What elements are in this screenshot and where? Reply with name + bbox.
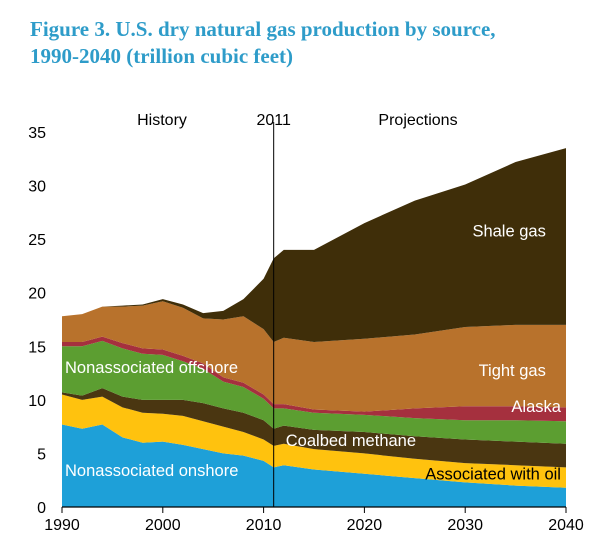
x-tick-label-2040: 2040 [548, 517, 584, 534]
area-shale-gas [62, 148, 566, 342]
chart-title-line-2: 1990-2040 (trillion cubic feet) [30, 44, 294, 68]
series-label-nonassociated-offshore: Nonassociated offshore [65, 359, 238, 377]
series-label-alaska: Alaska [511, 398, 561, 416]
chart-title: Figure 3. U.S. dry natural gas productio… [30, 16, 590, 70]
y-tick-label-30: 30 [28, 179, 46, 196]
divider-label: 2011 [256, 112, 291, 129]
area-nonassociated-onshore [62, 424, 566, 507]
y-tick-label-25: 25 [28, 232, 46, 249]
x-tick-label-1990: 1990 [44, 517, 80, 534]
y-tick-label-5: 5 [37, 446, 46, 463]
area-associated-with-oil [62, 394, 566, 488]
y-tick-label-10: 10 [28, 393, 46, 410]
chart-title-line-1: Figure 3. U.S. dry natural gas productio… [30, 17, 496, 41]
area-alaska [62, 336, 566, 422]
y-tick-label-0: 0 [37, 500, 46, 517]
series-label-nonassociated-onshore: Nonassociated onshore [65, 462, 238, 480]
series-label-shale-gas: Shale gas [472, 223, 545, 241]
x-tick-label-2020: 2020 [347, 517, 383, 534]
area-coalbed-methane [62, 388, 566, 468]
y-tick-label-35: 35 [28, 125, 46, 142]
series-label-tight-gas: Tight gas [479, 362, 546, 380]
history-label: History [137, 112, 187, 129]
area-tight-gas [62, 301, 566, 412]
area-nonassociated-offshore [62, 340, 566, 444]
y-tick-label-15: 15 [28, 339, 46, 356]
series-label-coalbed-methane: Coalbed methane [286, 432, 416, 450]
x-tick-label-2010: 2010 [246, 517, 282, 534]
y-tick-label-20: 20 [28, 286, 46, 303]
x-tick-label-2000: 2000 [145, 517, 181, 534]
x-tick-label-2030: 2030 [447, 517, 483, 534]
projections-label: Projections [378, 112, 457, 129]
series-label-associated-with-oil: Associated with oil [425, 465, 561, 483]
